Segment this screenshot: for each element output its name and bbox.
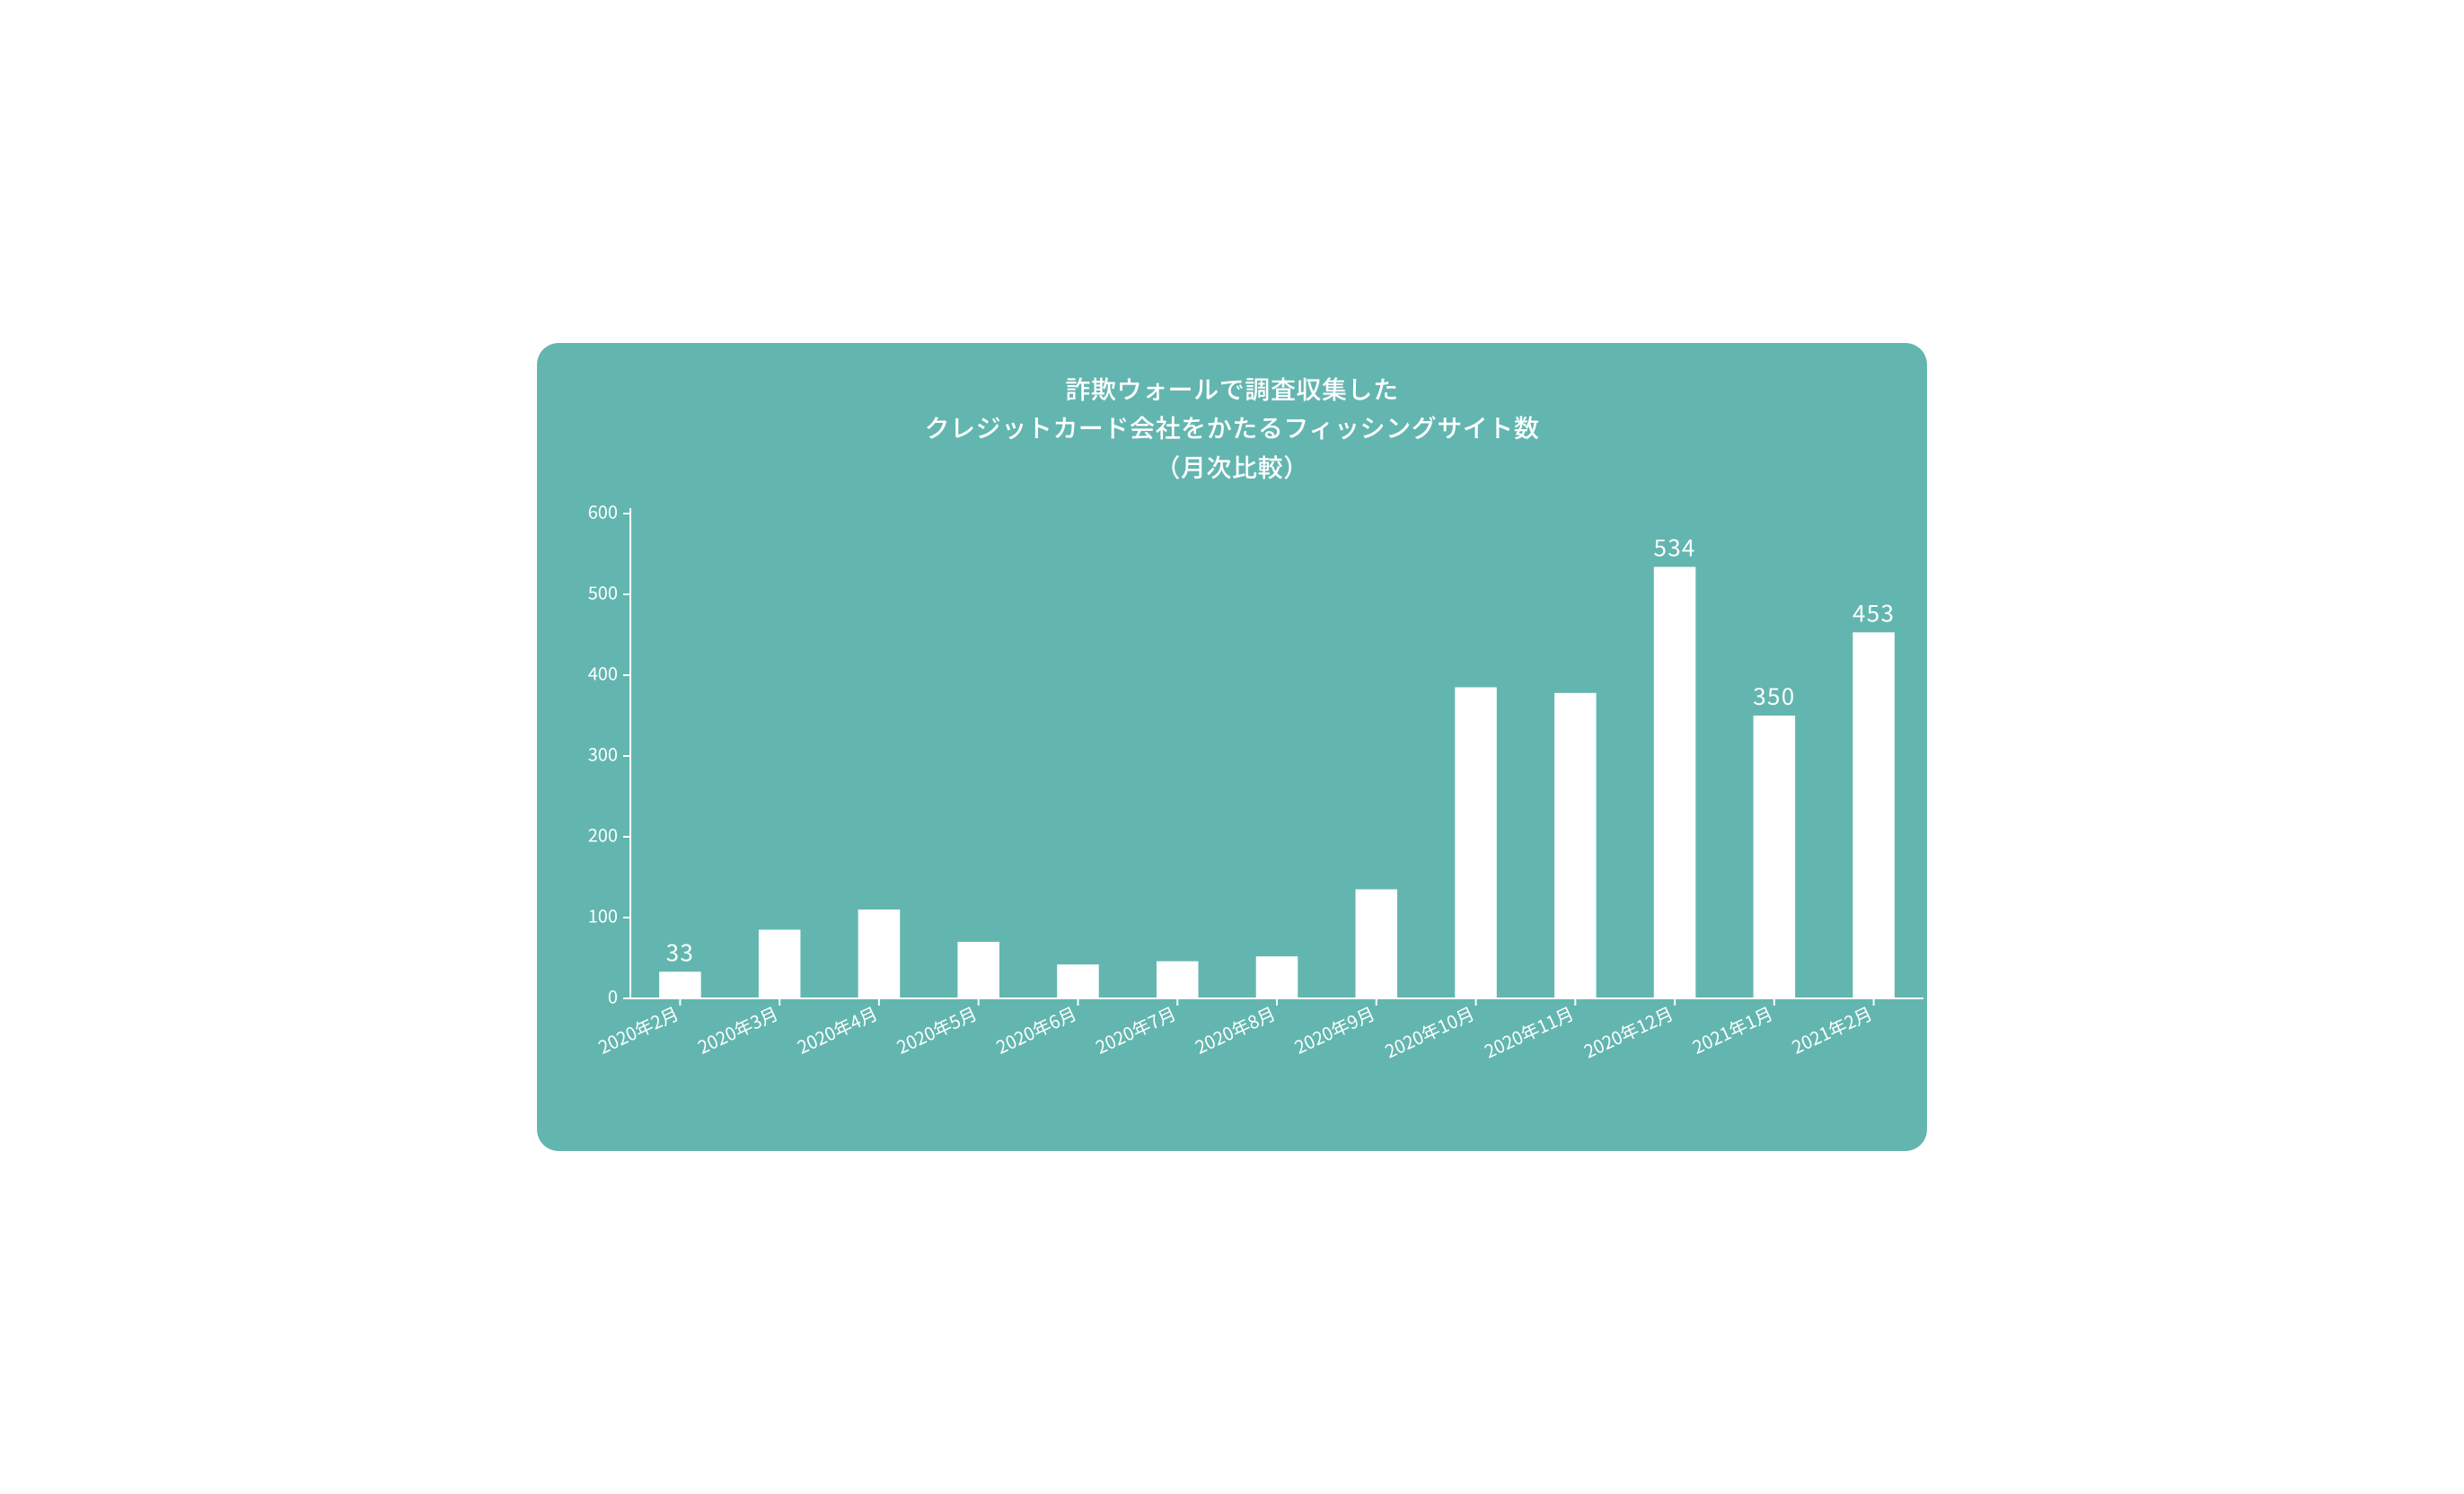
x-tick-label: 2020年5月 — [892, 999, 981, 1059]
y-tick-label: 300 — [588, 741, 618, 767]
bar — [1852, 632, 1895, 998]
bar — [1654, 567, 1696, 999]
x-tick-label: 2020年8月 — [1191, 999, 1280, 1059]
y-tick-label: 100 — [588, 902, 618, 928]
bar — [858, 910, 901, 998]
y-tick-label: 200 — [588, 822, 618, 848]
bar — [659, 971, 701, 998]
bar-value-label: 453 — [1852, 595, 1895, 628]
title-line-3: （月次比較） — [573, 448, 1891, 487]
bar-value-label: 33 — [666, 935, 694, 968]
bar — [1057, 964, 1099, 998]
y-tick-label: 500 — [588, 579, 618, 605]
chart-title: 詐欺ウォールで調査収集した クレジットカード会社をかたるフィッシングサイト数 （… — [573, 370, 1891, 487]
chart-card: 詐欺ウォールで調査収集した クレジットカード会社をかたるフィッシングサイト数 （… — [537, 343, 1927, 1151]
bar — [1554, 693, 1597, 998]
chart-area: 0100200300400500600332020年2月2020年3月2020年… — [573, 487, 1891, 1106]
bar — [1455, 688, 1497, 999]
x-tick-label: 2020年12月 — [1580, 999, 1677, 1063]
x-tick-label: 2020年3月 — [693, 999, 782, 1059]
title-line-1: 詐欺ウォールで調査収集した — [573, 370, 1891, 409]
bar — [957, 942, 999, 998]
y-tick-label: 400 — [588, 660, 618, 686]
x-tick-label: 2020年4月 — [793, 999, 882, 1059]
y-tick-label: 0 — [608, 983, 618, 1009]
x-tick-label: 2020年9月 — [1289, 999, 1378, 1059]
y-tick-label: 600 — [588, 498, 618, 524]
bar-value-label: 350 — [1753, 679, 1795, 712]
bar — [1754, 716, 1796, 998]
x-tick-label: 2020年7月 — [1091, 999, 1180, 1059]
x-tick-label: 2021年2月 — [1787, 999, 1876, 1059]
bar — [1356, 890, 1398, 999]
x-tick-label: 2020年11月 — [1480, 999, 1578, 1063]
bar-value-label: 534 — [1653, 531, 1695, 564]
x-tick-label: 2020年6月 — [991, 999, 1080, 1059]
bar — [1256, 956, 1298, 998]
bar — [1157, 962, 1199, 998]
x-tick-label: 2020年10月 — [1380, 999, 1478, 1063]
bar — [759, 930, 801, 999]
x-tick-label: 2021年1月 — [1688, 999, 1777, 1059]
title-line-2: クレジットカード会社をかたるフィッシングサイト数 — [573, 409, 1891, 447]
bar-chart-svg: 0100200300400500600332020年2月2020年3月2020年… — [573, 487, 1941, 1106]
